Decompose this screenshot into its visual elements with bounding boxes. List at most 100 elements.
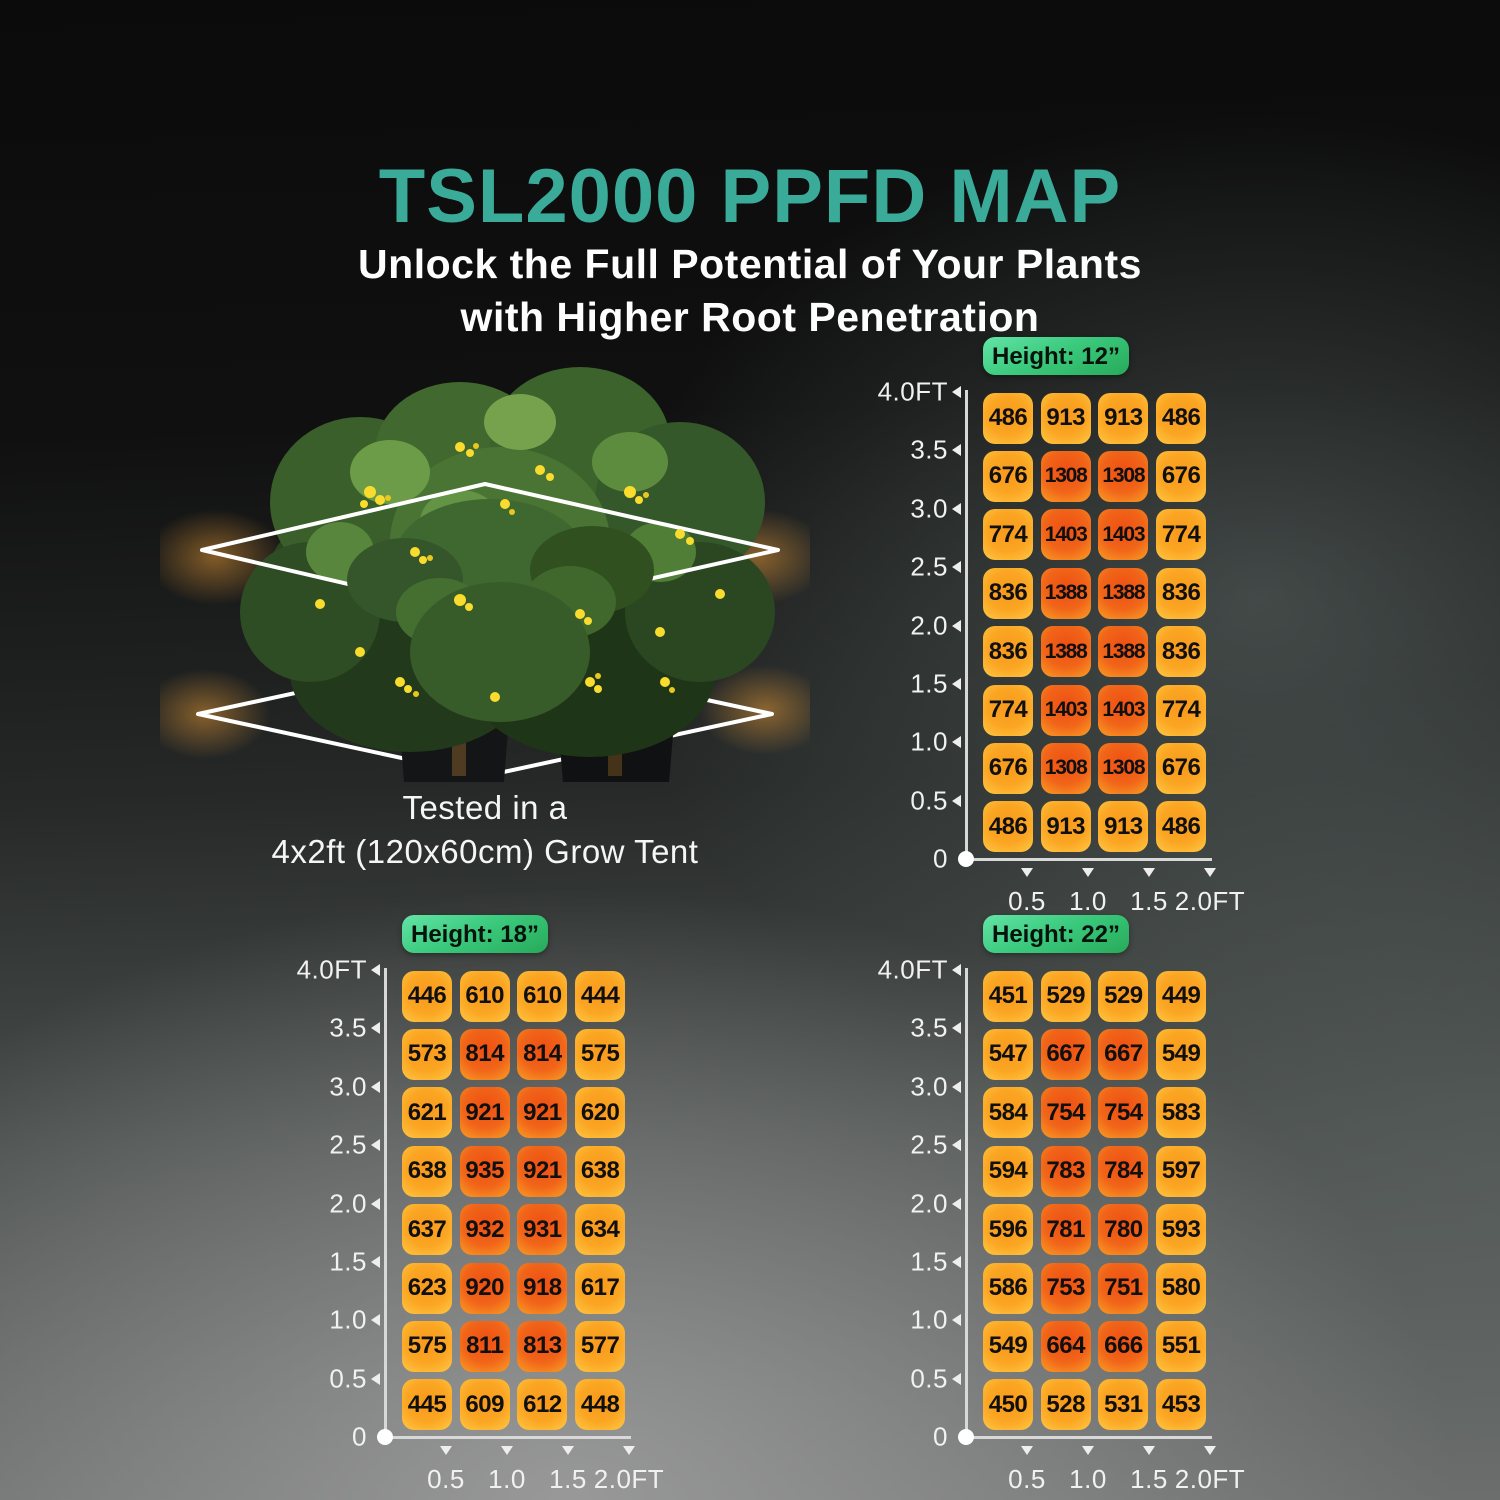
ppfd-cell: 593 (1156, 1204, 1207, 1256)
subtitle: Unlock the Full Potential of Your Plants… (0, 238, 1500, 344)
ppfd-cell: 931 (517, 1204, 568, 1256)
y-axis-tick-label: 2.0 (910, 610, 948, 641)
ppfd-cell: 918 (517, 1262, 568, 1314)
ppfd-cell: 836 (983, 626, 1033, 678)
y-axis-tick-marker (952, 678, 961, 690)
ppfd-cell: 664 (1040, 1320, 1091, 1372)
ppfd-cell: 575 (575, 1028, 626, 1080)
ppfd-cell: 612 (517, 1379, 568, 1431)
y-axis-tick-marker (371, 1022, 380, 1035)
x-axis-tick-marker (1143, 868, 1155, 877)
y-axis-tick-label: 0.5 (329, 1363, 367, 1394)
ppfd-cell: 529 (1040, 970, 1091, 1022)
y-axis-tick-label: 3.0 (910, 1071, 948, 1102)
ppfd-cell: 1403 (1098, 684, 1149, 736)
ppfd-cell: 836 (1156, 626, 1207, 678)
ppfd-cell: 1308 (1098, 450, 1149, 502)
x-axis-tick-label: 2.0FT (1174, 1464, 1246, 1494)
y-axis-tick-marker (952, 561, 961, 574)
ppfd-cell: 1308 (1040, 742, 1091, 794)
ppfd-cell: 1403 (1040, 684, 1091, 736)
y-axis-tick-label: 1.0 (329, 1304, 367, 1335)
ppfd-cell: 637 (402, 1204, 452, 1256)
ppfd-cell: 913 (1098, 392, 1149, 444)
y-axis-tick-marker (952, 1256, 961, 1268)
subtitle-line-2: with Higher Root Penetration (460, 294, 1040, 340)
x-axis-tick-marker (1021, 1446, 1033, 1455)
y-axis-tick-marker (371, 1139, 380, 1152)
y-axis-tick-marker (371, 964, 380, 976)
ppfd-cell: 638 (575, 1145, 626, 1197)
y-axis-tick-marker (952, 444, 961, 457)
ppfd-cell: 445 (402, 1379, 452, 1431)
x-axis-line (966, 1435, 1212, 1439)
ppfd-cell: 549 (1156, 1028, 1207, 1080)
axis-origin-dot (958, 1429, 974, 1445)
y-axis-tick-label: 3.5 (329, 1012, 367, 1043)
ppfd-cell: 446 (402, 970, 452, 1022)
ppfd-cell: 449 (1156, 970, 1207, 1022)
y-axis-tick-marker (371, 1314, 380, 1327)
y-axis-tick-label: 4.0FT (877, 954, 948, 985)
x-axis-line (385, 1435, 631, 1439)
y-axis-tick-marker (952, 1372, 961, 1385)
ppfd-cell: 623 (402, 1262, 452, 1314)
ppfd-cell: 920 (459, 1262, 510, 1314)
ppfd-cell: 575 (402, 1320, 452, 1372)
ppfd-cell: 486 (1156, 801, 1207, 853)
x-axis-tick-label: 0.5 (427, 1464, 465, 1494)
ppfd-cell: 547 (983, 1028, 1033, 1080)
ppfd-cell: 811 (459, 1320, 510, 1372)
y-axis-tick-marker (952, 1022, 961, 1035)
ppfd-cell: 586 (983, 1262, 1033, 1314)
y-axis-tick-marker (952, 1080, 961, 1093)
ppfd-cell: 580 (1156, 1262, 1207, 1314)
ppfd-cell: 676 (983, 742, 1033, 794)
ppfd-cell: 676 (1156, 450, 1207, 502)
x-axis-tick-marker (440, 1446, 452, 1455)
y-axis-tick-label: 4.0FT (877, 376, 948, 407)
ppfd-cell: 913 (1040, 801, 1091, 853)
ppfd-cell: 774 (1156, 509, 1207, 561)
ppfd-cell: 577 (575, 1320, 626, 1372)
ppfd-cell: 836 (983, 567, 1033, 619)
x-axis-tick-marker (562, 1446, 574, 1455)
ppfd-cell: 617 (575, 1262, 626, 1314)
y-axis-tick-marker (952, 736, 961, 749)
ppfd-cell: 596 (983, 1204, 1033, 1256)
x-axis-tick-marker (1143, 1446, 1155, 1455)
ppfd-cell: 1308 (1040, 450, 1091, 502)
ppfd-cell: 573 (402, 1028, 452, 1080)
y-axis-tick-marker (371, 1256, 380, 1268)
ppfd-cell: 583 (1156, 1087, 1207, 1139)
ppfd-cell: 932 (459, 1204, 510, 1256)
ppfd-cell: 814 (517, 1028, 568, 1080)
x-axis-tick-marker (1082, 868, 1094, 877)
x-axis-tick-marker (1082, 1446, 1094, 1455)
ppfd-cell: 921 (517, 1145, 568, 1197)
test-condition-caption: Tested in a 4x2ft (120x60cm) Grow Tent (130, 786, 840, 874)
y-axis-tick-label: 0 (352, 1421, 367, 1452)
y-axis-tick-label: 4.0FT (296, 954, 367, 985)
ppfd-cell: 676 (983, 450, 1033, 502)
x-axis-tick-label: 1.0 (488, 1464, 526, 1494)
x-axis-tick-label: 0.5 (1008, 886, 1046, 916)
y-axis-tick-label: 1.5 (329, 1246, 367, 1277)
ppfd-cell: 935 (459, 1145, 510, 1197)
y-axis-tick-marker (952, 794, 961, 807)
ppfd-map-height-12: Height: 12” 4.0FT 3.5 3.0 2.5 2.0 1.5 1.0 0.5 0 0… (856, 337, 1286, 937)
ppfd-cell: 597 (1156, 1145, 1207, 1197)
x-axis-tick-marker (1021, 868, 1033, 877)
ppfd-cell: 774 (1156, 684, 1207, 736)
axis-origin-dot (377, 1429, 393, 1445)
y-axis-tick-label: 0.5 (910, 785, 948, 816)
ppfd-cell: 774 (983, 509, 1033, 561)
x-axis-tick-label: 1.5 (1130, 1464, 1168, 1494)
height-18-badge: Height: 18” (402, 915, 548, 953)
ppfd-map-height-18: Height: 18” 4.0FT 3.5 3.0 2.5 2.0 1.5 1.0 0.5 0 0… (275, 915, 705, 1500)
x-axis-tick-label: 2.0FT (593, 1464, 665, 1494)
ppfd-cell: 1388 (1040, 626, 1091, 678)
ppfd-cell: 813 (517, 1320, 568, 1372)
y-axis-tick-label: 3.0 (910, 493, 948, 524)
